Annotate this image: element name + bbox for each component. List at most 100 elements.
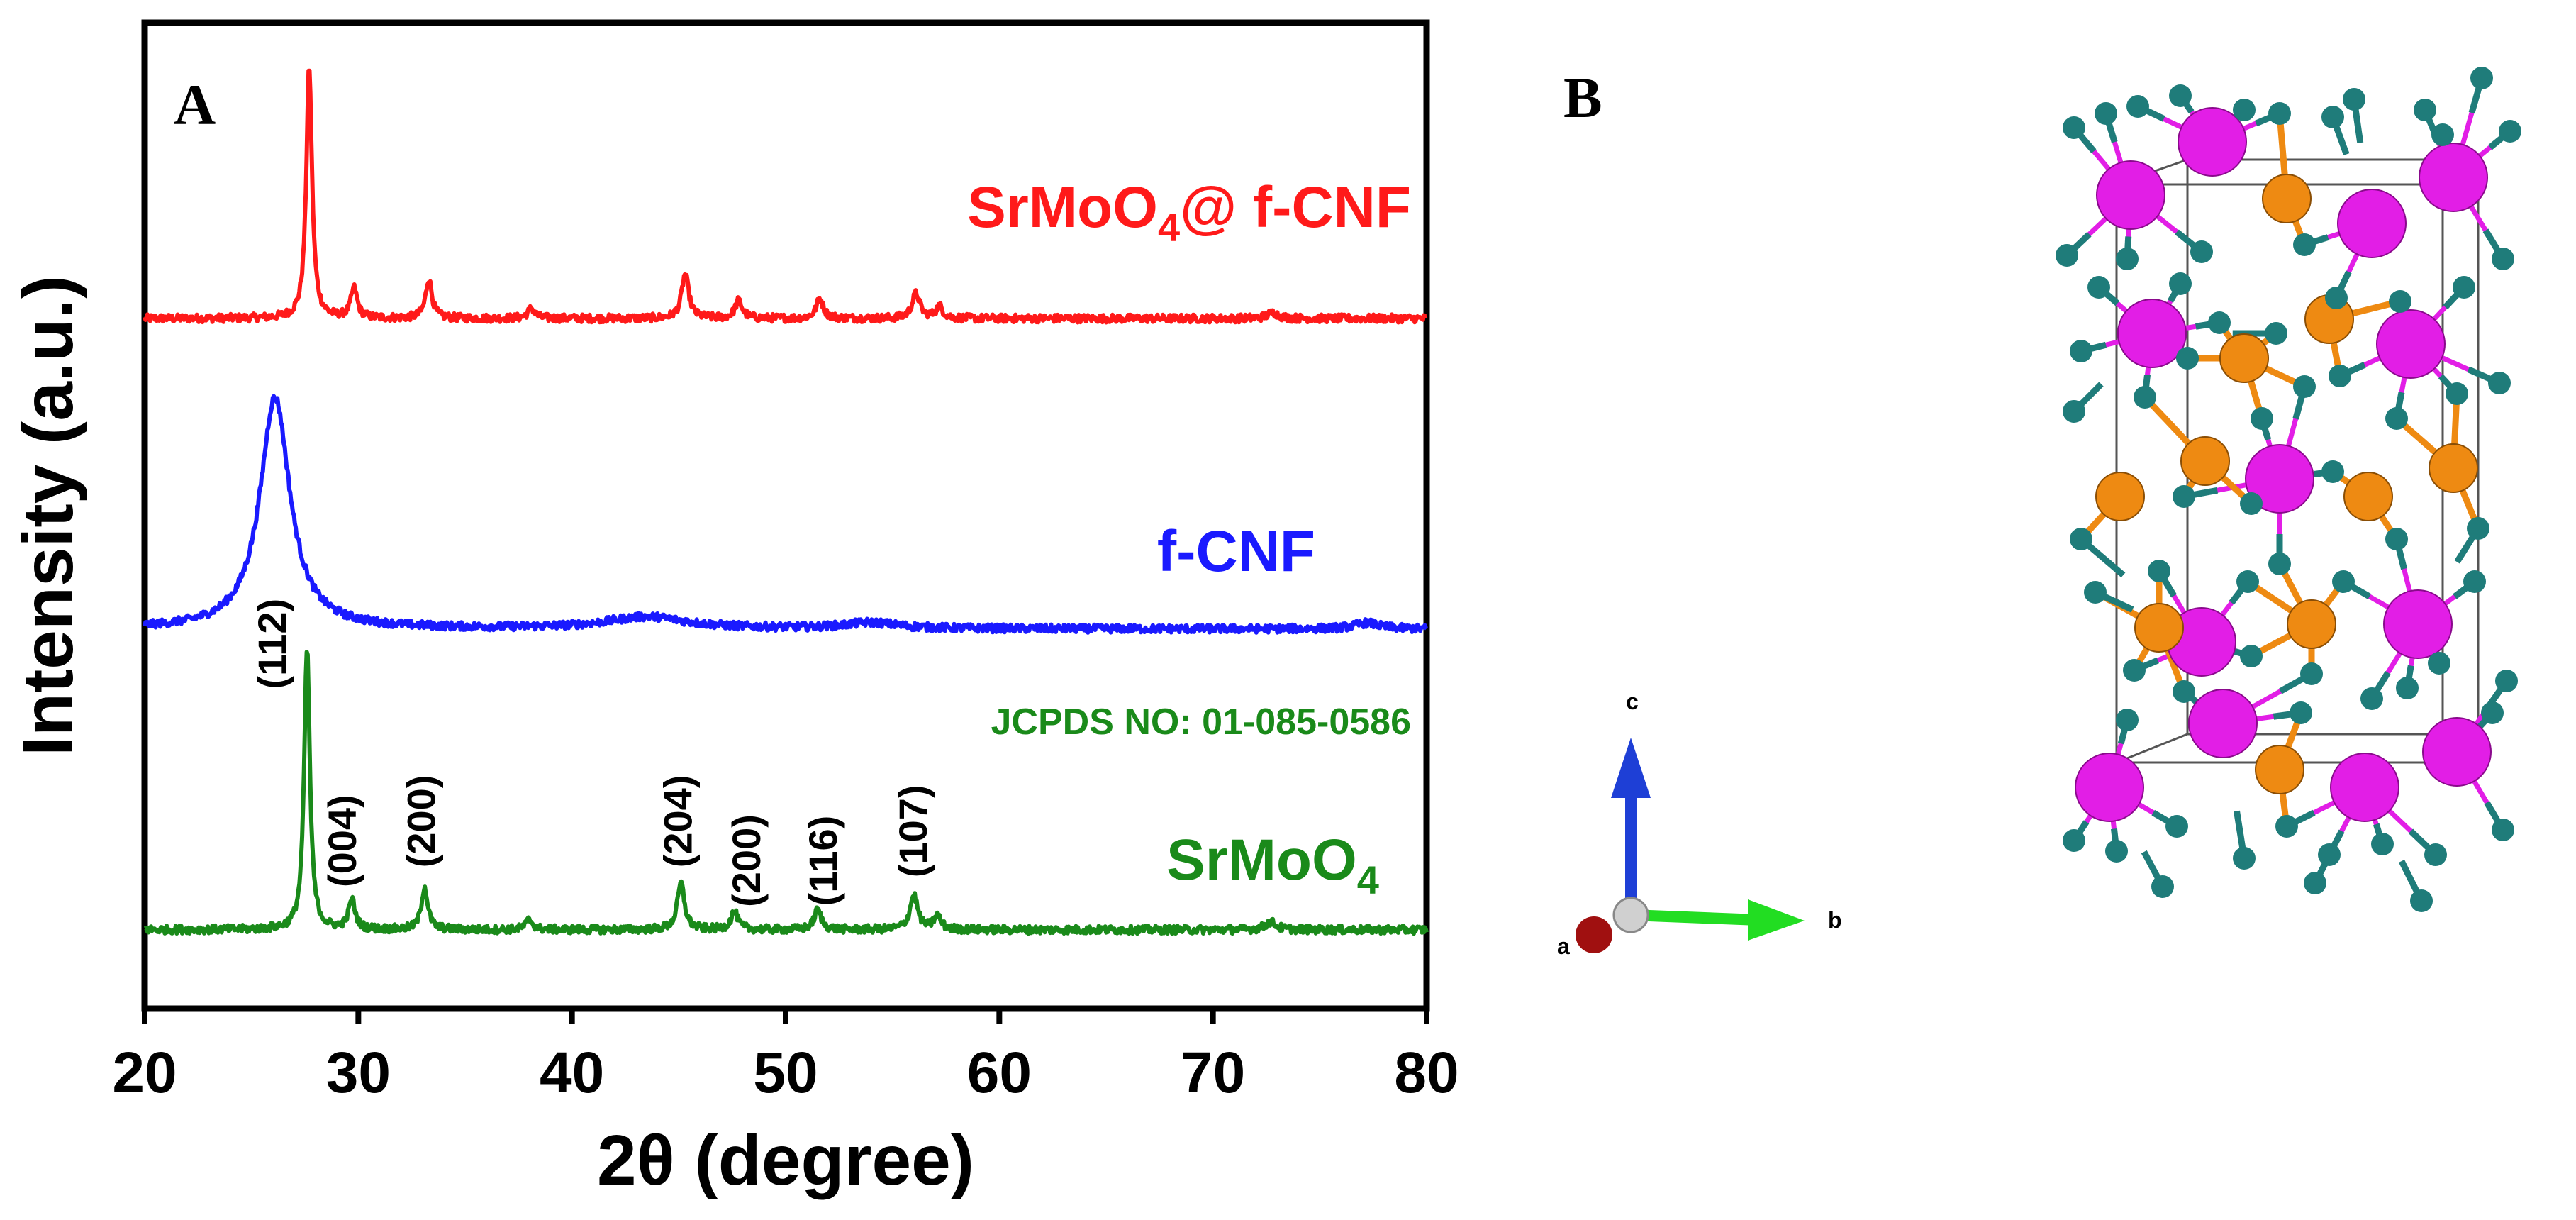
x-axis-title: 2θ (degree) (597, 1121, 974, 1200)
atom-sr (2422, 717, 2492, 787)
atom-o (2410, 889, 2433, 912)
peak-annotation: (116) (801, 816, 845, 906)
atom-o (2495, 670, 2518, 692)
atom-o (2446, 382, 2468, 405)
atom-o (2300, 662, 2323, 685)
x-tick-label: 50 (753, 1041, 818, 1105)
atom-o (2293, 233, 2316, 256)
jcpds-reference: JCPDS NO: 01-085-0586 (991, 702, 1411, 743)
atom-o (2470, 67, 2493, 89)
atom-o (2499, 120, 2521, 143)
atom-o (2321, 460, 2344, 483)
atom-mo (2134, 603, 2184, 653)
atom-o (2233, 99, 2256, 121)
atom-o (2318, 843, 2341, 866)
atom-o (2396, 677, 2419, 699)
atom-o (2290, 702, 2312, 724)
atom-o (2389, 290, 2411, 313)
x-tick-label: 20 (112, 1041, 177, 1105)
atom-o (2467, 517, 2489, 540)
atom-o (2251, 407, 2273, 430)
atom-mo (2429, 443, 2478, 493)
atom-o (2488, 372, 2511, 394)
atom-o (2056, 244, 2078, 267)
origin-ball (1612, 897, 1649, 933)
c-axis-arrowhead (1611, 738, 1651, 798)
atom-o (2268, 553, 2291, 575)
atoms (2056, 67, 2521, 912)
atom-o (2087, 276, 2110, 299)
x-tick-label: 30 (326, 1041, 391, 1105)
peak-annotation: (204) (655, 775, 700, 868)
x-tick-label: 80 (1394, 1041, 1459, 1105)
c-axis-label: c (1626, 689, 1639, 714)
atom-o (2293, 375, 2316, 398)
peak-annotation: (112) (250, 599, 294, 689)
unit-cell-edge (2116, 733, 2188, 764)
atom-o (2084, 581, 2107, 604)
atom-o (2268, 102, 2291, 125)
atom-o (2063, 829, 2085, 852)
atom-o (2481, 702, 2504, 724)
atom-o (2134, 386, 2156, 409)
series-label-main: SrMoO (967, 175, 1158, 240)
series-label-sub: 4 (1158, 205, 1180, 250)
atom-o (2414, 99, 2436, 121)
atom-o (2329, 365, 2351, 387)
series-line-2 (143, 650, 1429, 936)
y-axis-title: Intensity (a.u.) (9, 275, 88, 756)
atom-o (2063, 116, 2085, 139)
panel-b-label: B (1563, 65, 1602, 130)
x-tick-label: 60 (967, 1041, 1032, 1105)
atom-o (2063, 400, 2085, 423)
series-label-srmoo4-fcnf: SrMoO4@ f-CNF (967, 175, 1411, 250)
atom-o (2190, 240, 2213, 263)
atom-o (2385, 528, 2408, 550)
atom-o (2105, 840, 2128, 863)
atom-sr (2096, 160, 2165, 230)
atom-o (2325, 287, 2348, 309)
atom-o (2371, 833, 2394, 855)
atom-mo (2287, 599, 2336, 649)
atom-o (2126, 95, 2149, 118)
atom-mo (2255, 745, 2304, 794)
atom-o (2332, 570, 2355, 593)
series-line-1 (143, 394, 1429, 635)
atom-o (2173, 680, 2195, 703)
peak-annotations: (112) (004) (200) (204) (200) (116) (107) (250, 599, 935, 907)
atom-o (2176, 347, 2199, 370)
atom-o (2116, 709, 2139, 731)
atom-o (2116, 248, 2139, 270)
atom-o (2095, 102, 2117, 125)
atom-mo (2180, 436, 2230, 486)
atom-sr (2383, 589, 2453, 659)
series-label-fcnf: f-CNF (1157, 519, 1315, 584)
peak-annotation: (004) (320, 794, 364, 887)
atom-o (2070, 528, 2092, 550)
atom-o (2343, 88, 2365, 111)
atom-sr (2117, 299, 2187, 368)
panel-a-label: A (174, 72, 216, 137)
atom-o (2492, 248, 2514, 270)
atom-o (2173, 485, 2195, 508)
atom-mo (2343, 472, 2393, 521)
atom-o (2123, 659, 2146, 682)
a-axis-label: a (1557, 933, 1570, 959)
atom-o (2265, 322, 2287, 345)
xrd-traces (143, 68, 1429, 936)
atom-o (2304, 872, 2326, 894)
atom-sr (2330, 753, 2399, 822)
atom-mo (2219, 333, 2269, 383)
atom-mo (2095, 472, 2145, 521)
atom-sr (2075, 753, 2144, 822)
series-label-srmoo4: SrMoO4 (1166, 828, 1379, 902)
b-axis-label: b (1828, 907, 1842, 933)
x-axis-ticks: 20 30 40 50 60 70 80 (112, 1009, 1459, 1105)
series-label-suffix: @ f-CNF (1180, 175, 1411, 240)
a-axis-ball (1576, 916, 1612, 953)
atom-o (2385, 407, 2408, 430)
atom-o (2236, 570, 2259, 593)
peak-annotation: (107) (891, 784, 935, 877)
atom-o (2321, 106, 2344, 128)
